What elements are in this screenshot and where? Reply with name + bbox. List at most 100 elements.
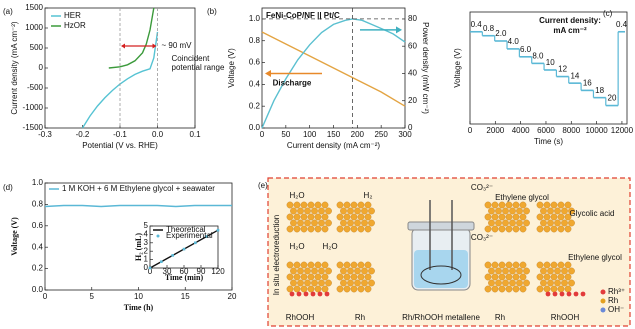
atom [357,213,365,221]
atom [540,279,547,287]
species-label: CO₃²⁻ [471,233,493,242]
atom [550,213,558,221]
legend-label: HzOR [64,21,86,30]
atom [550,225,558,233]
atom [561,219,568,227]
y-axis-title: Voltage (V) [10,217,19,256]
atom [495,219,502,227]
atom [564,213,572,221]
x-tick-label: 0.0 [152,130,164,139]
atom [364,273,372,281]
atom [340,207,347,215]
atom [293,261,301,269]
y-tick-label: -1500 [23,123,44,132]
x-tick-label: 2000 [486,126,504,135]
atom [488,279,495,287]
y-tick-label: 0.8 [249,36,261,45]
series-line [81,31,159,129]
atom [307,285,315,293]
scatter-point [194,241,197,245]
legend-label: Rh³⁺ [608,287,625,296]
x-tick-label: 12000 [611,126,634,135]
atom [311,207,318,215]
atom [505,261,513,269]
atom [364,285,372,293]
atom [350,213,358,221]
x-tick-label: 0 [43,292,48,301]
atom [543,285,551,293]
atom [300,285,308,293]
atom [491,261,499,269]
atom [311,267,318,275]
atom [554,279,561,287]
legend-label: Experimental [166,231,213,240]
atom [354,207,361,215]
atom [516,279,523,287]
atom [350,273,358,281]
x-tick-label: 150 [327,130,341,139]
atom [495,279,502,287]
arrow-head [121,43,157,49]
atom [293,273,301,281]
atom [495,207,502,215]
cell [407,200,475,291]
atom [343,273,351,281]
atom [557,201,565,209]
scatter-point [148,266,152,270]
atom [519,213,527,221]
x-tick-label: 60 [180,267,189,276]
x-tick-label: -0.1 [113,130,127,139]
atom [314,225,322,233]
legend-marker [600,289,606,295]
x-tick-label: 0 [468,126,473,135]
legend-label: HER [64,11,81,20]
atom [543,261,551,269]
y-tick-label: -500 [27,83,44,92]
y2-tick-label: 0 [408,123,413,132]
atom [519,261,527,269]
legend-label: OH⁻ [608,305,624,314]
atom [336,201,344,209]
atom [523,219,530,227]
y-tick-label: 0 [144,263,149,272]
atom [543,273,551,281]
y-tick-label: 2 [144,246,149,255]
atom [557,285,565,293]
atom [354,267,361,275]
x-tick-label: -0.3 [38,130,52,139]
atom [488,207,495,215]
atom [297,279,304,287]
scatter-point [205,235,208,238]
atom [321,201,329,209]
atom [364,225,372,233]
species-label: Ethylene glycol [495,193,549,202]
atom [354,219,361,227]
atom [347,219,354,227]
arrow-head [265,69,271,77]
x-tick-label: 30 [163,267,172,276]
atom [523,207,530,215]
y-tick-label: 0.6 [32,221,44,230]
step-label: 14 [570,71,579,80]
atom [289,291,295,297]
atom [297,267,304,275]
legend-marker [600,307,606,313]
annotation: Discharge [273,79,312,88]
atom [368,267,375,275]
annotation: potential range [172,63,225,72]
atom [491,201,499,209]
step-label: 0.4 [616,20,628,29]
atom [293,225,301,233]
scatter-point [182,247,186,251]
atom [484,225,492,233]
atom [290,219,297,227]
arrow-head [396,26,402,34]
atom [564,273,572,281]
chart-title: FeNi-CoP/NF || Pt/C [266,11,340,20]
atom [321,225,329,233]
legend-label: 1 M KOH + 6 M Ethylene glycol + seawater [62,184,215,193]
atom [540,207,547,215]
atom [512,213,520,221]
atom [357,201,365,209]
atom [350,225,358,233]
